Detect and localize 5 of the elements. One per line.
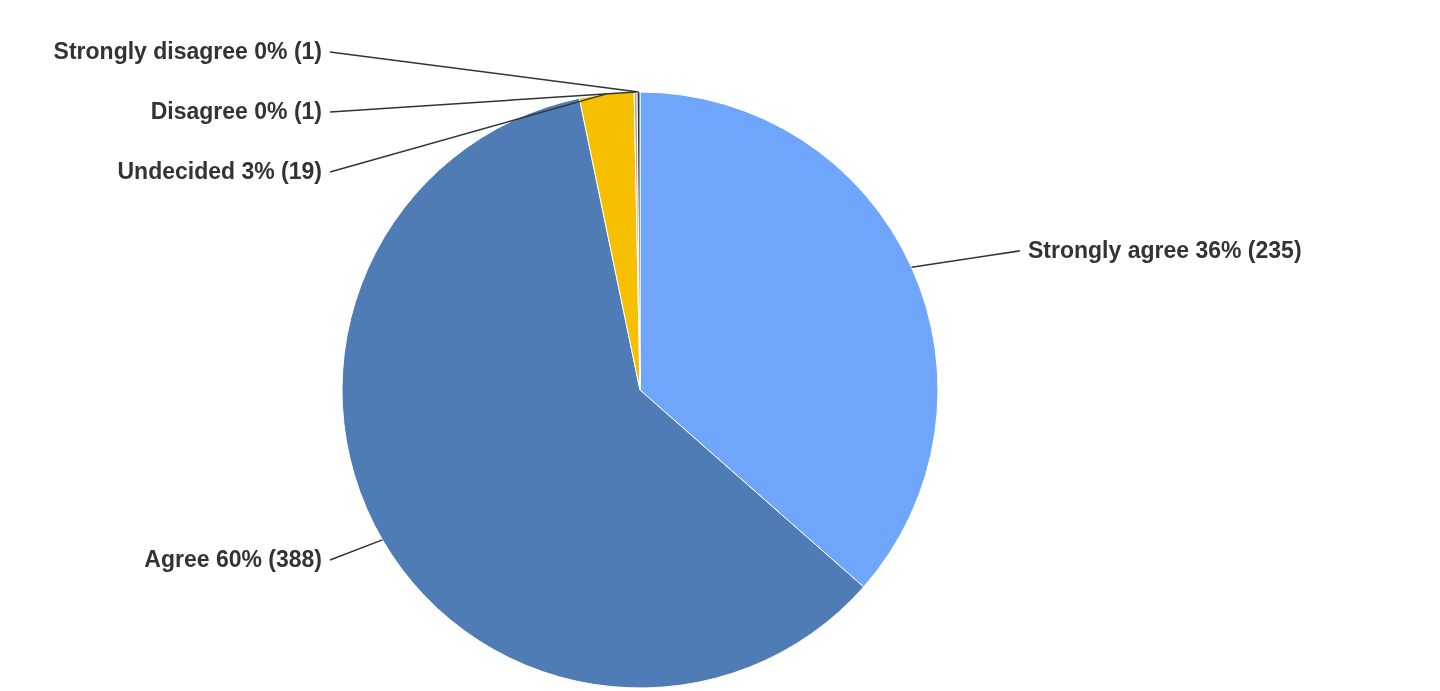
slice-label: Strongly agree 36% (235)	[1028, 236, 1302, 263]
slice-label: Strongly disagree 0% (1)	[53, 38, 322, 64]
slice-label: Agree 60% (388)	[144, 545, 322, 572]
slice-label: Disagree 0% (1)	[150, 98, 322, 124]
slice-label: Undecided 3% (19)	[117, 158, 322, 184]
